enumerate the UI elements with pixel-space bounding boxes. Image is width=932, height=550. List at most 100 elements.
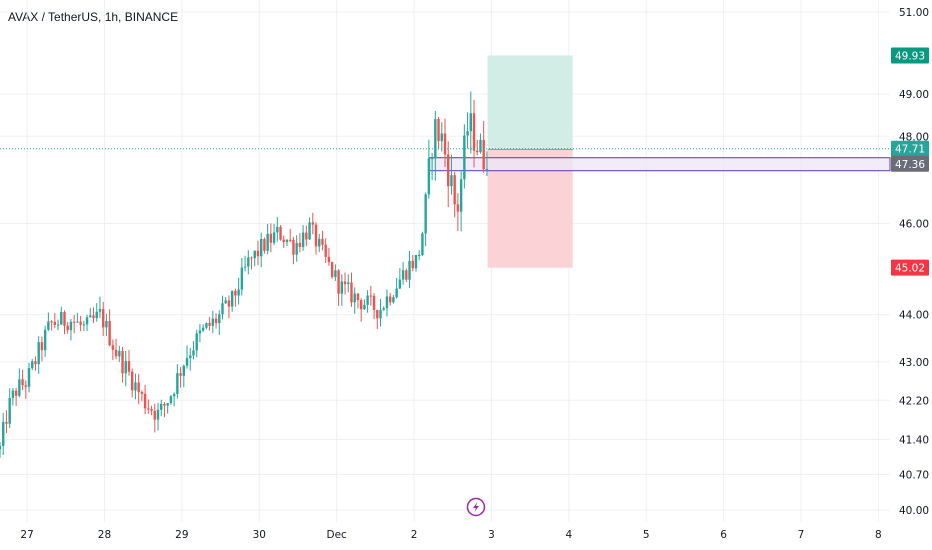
target-price-badge-text: 49.93 [895,50,925,62]
candle-body [440,133,443,142]
candle-body [272,232,276,243]
candle-body [172,393,176,397]
x-tick-label: 5 [643,529,650,541]
candle-body [289,239,292,241]
x-tick-label: 7 [798,529,805,541]
candle-body [147,408,150,410]
candle-body [179,373,182,376]
candle-body [385,296,389,309]
candle-body [372,295,376,311]
candle-body [379,309,382,319]
candle-body [195,333,198,351]
candle-body [166,403,169,406]
time-axis[interactable]: 27 28 29 30 Dec 2 3 4 5 6 7 8 [20,529,881,541]
candle-body [205,322,208,328]
candle-body [282,239,285,243]
candle-body [176,373,179,394]
candle-body [347,282,350,285]
candle-body [469,113,472,132]
candle-body [66,325,69,331]
candle-body [266,233,269,251]
candle-body [76,321,79,323]
candle-body [198,330,202,334]
candle-body [276,226,279,233]
symbol-title[interactable]: AVAX / TetherUS, 1h, BINANCE [8,10,179,24]
candle-body [124,361,127,374]
candle-body [92,315,95,319]
candle-body [127,361,131,372]
candle-body [443,133,447,155]
candle-body [201,327,205,331]
candle-body [140,392,144,394]
x-tick-label: 4 [565,529,572,541]
candle-body [47,321,50,330]
candle-body [0,445,2,450]
candle-body [479,139,482,153]
candle-body [340,281,344,294]
candle-body [424,194,427,234]
candle-body [185,358,189,366]
candle-body [53,321,57,325]
candle-body [18,379,21,396]
candle-body [298,242,302,247]
candle-body [153,410,156,420]
candle-body [37,342,40,365]
candle-body [253,250,256,259]
y-tick-label: 40.70 [899,469,929,481]
candle-body [269,233,273,243]
stop-price-badge-bg [891,259,929,276]
candle-body [314,224,318,247]
candle-body [330,262,334,277]
candle-body [418,254,421,256]
candle-body [427,158,431,195]
candle-body [40,342,44,351]
event-marker[interactable] [466,497,486,517]
position-tool[interactable] [429,55,891,268]
y-tick-label: 49.00 [899,89,929,101]
candle-body [98,309,102,312]
candle-body [21,379,24,386]
candle-body [356,293,360,301]
candle-body [353,293,356,303]
candle-body [453,175,456,205]
candle-body [150,409,153,411]
candle-body [237,289,240,296]
candle-body [463,135,466,180]
candle-body [392,297,395,303]
y-tick-label: 40.00 [899,505,929,517]
candle-body [89,315,92,318]
candle-body [221,303,224,315]
candle-body [137,382,140,393]
candle-body [14,390,18,396]
candle-body [263,239,266,251]
candle-body [85,317,89,325]
candle-body [143,393,147,409]
candle-body [256,250,260,257]
target-price-badge-bg [891,47,929,64]
candle-body [218,314,221,324]
candle-body [350,282,353,303]
candle-body [189,355,192,359]
candle-body [466,131,469,136]
candle-body [227,300,231,307]
candle-body [95,311,98,319]
candle-body [118,351,121,357]
candle-body [111,345,115,350]
candle-body [337,270,340,294]
candle-body [476,150,479,153]
candle-body [108,321,111,346]
price-axis[interactable]: 51.00 49.00 48.00 46.00 44.00 43.00 42.20 41.40… [899,7,929,517]
candle-body [169,396,173,404]
candle-body [437,119,440,142]
chart-grid [0,0,890,522]
candle-body [60,311,63,325]
candle-body [8,397,11,424]
candle-body [250,257,253,259]
y-tick-label: 46.00 [899,219,929,231]
candle-body [114,349,118,357]
candle-body [430,158,434,160]
candle-body [311,222,314,225]
candle-body [259,239,263,257]
stop-price-badge: 45.02 [891,259,929,276]
